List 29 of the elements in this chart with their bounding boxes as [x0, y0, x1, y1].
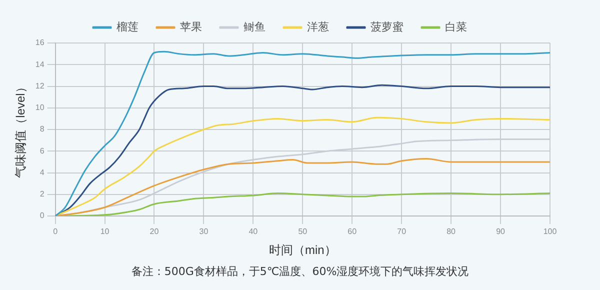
x-tick-label: 30: [199, 227, 209, 236]
x-tick-label: 40: [248, 227, 258, 236]
x-tick-label: 70: [397, 227, 407, 236]
legend-label: 榴莲: [116, 20, 138, 34]
legend-label: 菠萝蜜: [370, 20, 404, 34]
x-axis-title: 时间（min）: [268, 243, 336, 258]
y-tick-label: 6: [40, 146, 45, 156]
y-tick-label: 8: [40, 124, 45, 134]
y-tick-label: 0: [40, 211, 45, 220]
x-tick-label: 90: [496, 227, 506, 236]
x-tick-label: 50: [298, 227, 308, 236]
y-tick-label: 16: [35, 38, 45, 48]
y-tick-label: 2: [40, 190, 45, 199]
x-tick-label: 80: [446, 227, 456, 236]
legend-label: 白菜: [445, 20, 467, 34]
x-tick-label: 0: [53, 227, 58, 236]
x-tick-label: 10: [100, 227, 110, 236]
legend-label: 苹果: [180, 20, 202, 34]
text: 备注：500G食材样品，于5℃温度、60%湿度环境下的气味挥发状况: [130, 264, 470, 279]
y-tick-label: 10: [35, 103, 45, 112]
y-tick-label: 14: [35, 60, 45, 69]
legend-label: 洋葱: [307, 20, 329, 34]
x-tick-label: 60: [348, 227, 358, 236]
y-tick-label: 12: [35, 81, 45, 90]
x-tick-label: 100: [543, 227, 558, 236]
y-axis-title: 气味阈值（level）: [14, 81, 28, 178]
legend-label: 鲥鱼: [244, 20, 266, 34]
x-tick-label: 20: [150, 227, 160, 236]
y-tick-label: 4: [40, 168, 45, 177]
